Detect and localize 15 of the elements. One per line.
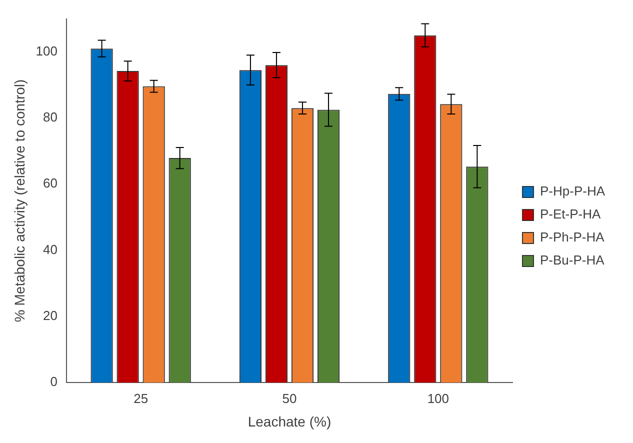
y-tick-label: 60 xyxy=(43,176,58,191)
y-tick-label: 20 xyxy=(43,308,58,324)
x-tick-label: 25 xyxy=(134,390,148,406)
legend-label: P-Bu-P-HA xyxy=(540,252,605,268)
x-tick-label: 50 xyxy=(282,390,297,406)
legend-label: P-Et-P-HA xyxy=(540,206,601,222)
legend-label: P-Hp-P-HA xyxy=(540,184,606,199)
y-tick-label: 0 xyxy=(50,374,58,390)
x-tick-label: 100 xyxy=(427,390,450,406)
y-axis-title: % Metabolic activity (relative to control) xyxy=(11,79,28,322)
x-axis-title: Leachate (%) xyxy=(248,413,332,430)
y-tick-label: 100 xyxy=(36,43,58,58)
legend-label: P-Ph-P-HA xyxy=(540,230,605,245)
y-tick-label: 40 xyxy=(43,242,58,257)
y-tick-label: 80 xyxy=(43,110,58,125)
